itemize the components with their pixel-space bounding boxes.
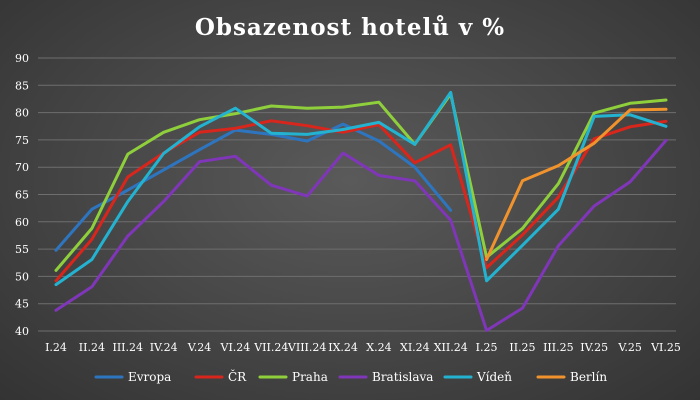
legend-label: Bratislava: [372, 370, 433, 384]
x-tick-label: IV.24: [150, 341, 178, 354]
series-line-4: [54, 90, 668, 287]
series-line-0: [54, 122, 453, 252]
y-tick-label: 55: [15, 243, 29, 256]
series-line-5: [485, 107, 668, 261]
y-tick-label: 75: [15, 134, 29, 147]
legend-label: Vídeň: [476, 370, 512, 384]
y-tick-label: 50: [15, 270, 29, 283]
x-tick-label: XII.24: [434, 341, 468, 354]
y-axis-ticks: 40 45 50 55 60 65 70 75 80 85 90: [15, 52, 29, 338]
series-line-1: [54, 119, 668, 283]
x-tick-label: V.25: [617, 341, 642, 354]
x-tick-label: VI.25: [650, 341, 681, 354]
x-tick-label: II.25: [509, 341, 535, 354]
y-tick-label: 40: [15, 325, 29, 338]
legend-label: Praha: [292, 370, 328, 384]
series-lines: [54, 90, 668, 332]
y-tick-label: 90: [15, 52, 29, 65]
legend-label: Berlín: [570, 370, 607, 384]
x-tick-label: I.24: [45, 341, 67, 354]
x-tick-label: XI.24: [400, 341, 430, 354]
y-tick-label: 60: [15, 216, 29, 229]
legend-label: Evropa: [128, 370, 171, 384]
x-tick-label: X.24: [366, 341, 391, 354]
series-line-3: [54, 138, 668, 332]
x-tick-label: VI.24: [220, 341, 251, 354]
series-line-2: [54, 92, 668, 272]
x-tick-label: III.24: [112, 341, 143, 354]
legend: Evropa ČR Praha Bratislava Vídeň Berlín: [94, 368, 607, 384]
y-tick-label: 85: [15, 79, 29, 92]
y-tick-label: 65: [15, 189, 29, 202]
y-tick-label: 80: [15, 107, 29, 120]
x-tick-label: II.24: [79, 341, 105, 354]
x-tick-label: VII.24: [253, 341, 288, 354]
chart-title: Obsazenost hotelů v %: [195, 14, 505, 41]
x-tick-label: V.24: [187, 341, 212, 354]
x-tick-label: III.25: [543, 341, 574, 354]
x-axis-ticks: I.24 II.24 III.24 IV.24 V.24 VI.24 VII.24 VIII.…: [45, 341, 681, 354]
legend-label: ČR: [228, 368, 247, 384]
x-tick-label: I.25: [476, 341, 498, 354]
x-tick-label: IX.24: [328, 341, 358, 354]
x-tick-label: VIII.24: [287, 341, 326, 354]
y-tick-label: 45: [15, 298, 29, 311]
x-tick-label: IV.25: [580, 341, 608, 354]
y-tick-label: 70: [15, 161, 29, 174]
